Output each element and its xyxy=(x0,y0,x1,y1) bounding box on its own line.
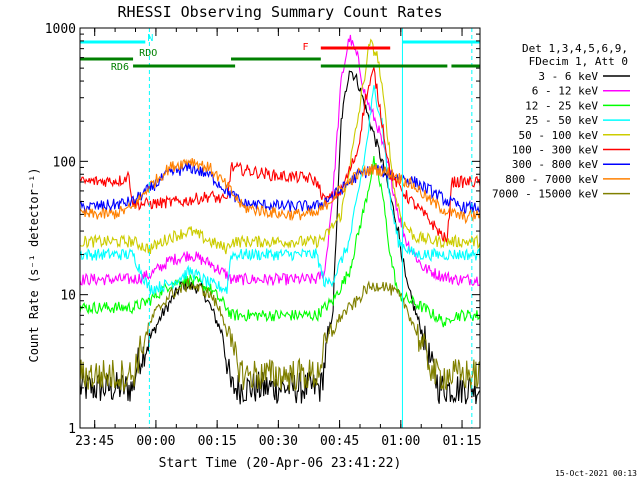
footer-date: 15-Oct-2021 00:13 xyxy=(555,469,637,478)
series-line-7000-15000-kev xyxy=(79,277,481,392)
axes-layer: 23:45 00:00 00:15 00:30 00:45 01:00 01:15 1 10 10… xyxy=(45,22,482,449)
series-line-50-100-kev xyxy=(79,38,481,255)
legend-label-3-6-kev: 3 - 6 keV xyxy=(538,70,598,83)
x-tick-label: 00:00 xyxy=(136,434,175,449)
series-line-3-6-kev xyxy=(79,70,481,405)
x-tick-label: 00:15 xyxy=(198,434,237,449)
flag-label-n: N xyxy=(147,33,153,44)
legend-label-800-7000-kev: 800 - 7000 keV xyxy=(505,173,598,186)
series-layer xyxy=(79,34,481,405)
y-axis-label: Count Rate (s⁻¹ detector⁻¹) xyxy=(27,167,41,362)
x-tick-label: 01:00 xyxy=(381,434,420,449)
legend-label-50-100-kev: 50 - 100 keV xyxy=(519,129,599,142)
series-line-100-300-kev xyxy=(79,65,481,243)
y-tick-label: 100 xyxy=(53,155,76,170)
chart-title: RHESSI Observing Summary Count Rates xyxy=(117,3,442,21)
plot-frame xyxy=(79,27,481,429)
flag-layer: N F RDO RD6 xyxy=(80,33,480,73)
legend-label-7000-15000-kev: 7000 - 15000 keV xyxy=(492,188,598,201)
marker-layer xyxy=(148,28,473,428)
series-line-25-50-kev xyxy=(79,85,481,296)
x-tick-label: 01:15 xyxy=(442,434,481,449)
legend-label-300-800-kev: 300 - 800 keV xyxy=(512,158,598,171)
flag-label-rdo: RDO xyxy=(139,48,157,59)
flag-label-rd6: RD6 xyxy=(111,62,129,73)
y-tick-label: 1000 xyxy=(45,22,76,37)
x-tick-label: 23:45 xyxy=(75,434,114,449)
x-tick-label: 00:30 xyxy=(259,434,298,449)
series-line-12-25-kev xyxy=(79,156,481,328)
series-line-800-7000-kev xyxy=(79,158,481,225)
y-tick-label: 10 xyxy=(60,289,76,304)
x-axis-label: Start Time (20-Apr-06 23:41:22) xyxy=(159,456,402,471)
legend-label-12-25-kev: 12 - 25 keV xyxy=(525,99,598,112)
legend-header-line-1: Det 1,3,4,5,6,9, xyxy=(522,42,628,55)
legend-header-line-2: FDecim 1, Att 0 xyxy=(529,55,628,68)
legend-label-6-12-kev: 6 - 12 keV xyxy=(532,85,599,98)
flag-label-f: F xyxy=(303,42,309,53)
legend-label-25-50-kev: 25 - 50 keV xyxy=(525,114,598,127)
legend-label-100-300-kev: 100 - 300 keV xyxy=(512,144,598,157)
y-tick-label: 1 xyxy=(68,422,76,437)
x-tick-label: 00:45 xyxy=(320,434,359,449)
